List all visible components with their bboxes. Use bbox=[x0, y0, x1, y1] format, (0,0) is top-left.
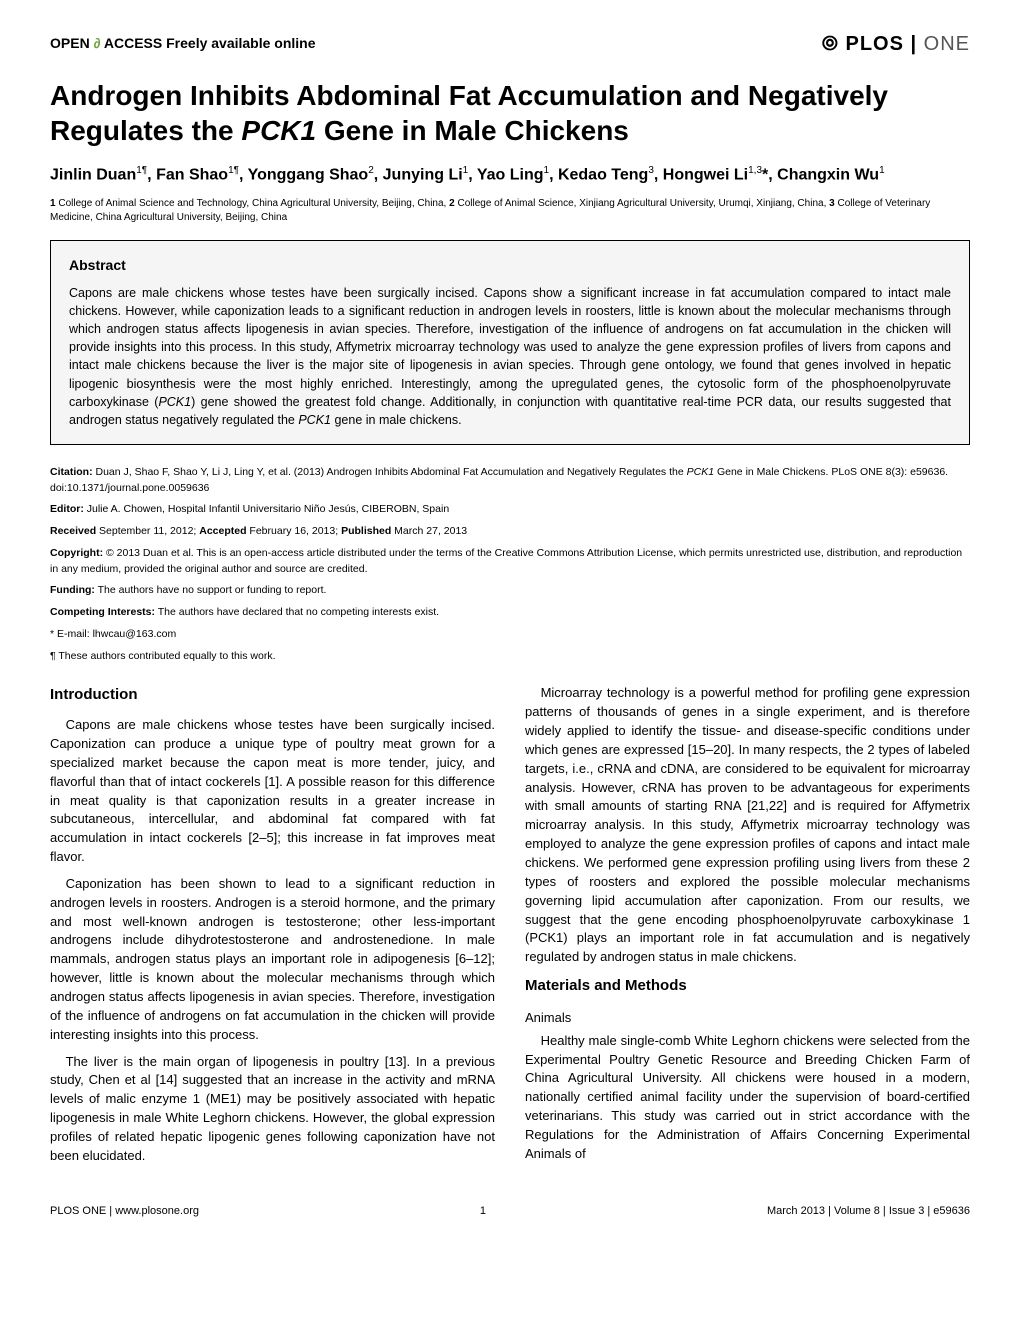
authors-line: Jinlin Duan1¶, Fan Shao1¶, Yonggang Shao… bbox=[50, 163, 970, 187]
email-row: * E-mail: lhwcau@163.com bbox=[50, 627, 970, 643]
journal-sep: | bbox=[904, 33, 924, 55]
competing-text: The authors have declared that no compet… bbox=[155, 606, 439, 618]
copyright-label: Copyright: bbox=[50, 547, 103, 559]
footer-left: PLOS ONE | www.plosone.org bbox=[50, 1204, 199, 1219]
copyright-row: Copyright: © 2013 Duan et al. This is an… bbox=[50, 546, 970, 578]
title-gene: PCK1 bbox=[241, 115, 316, 146]
accepted-text: February 16, 2013; bbox=[247, 525, 342, 537]
journal-plos: PLOS bbox=[845, 33, 903, 55]
journal-logo: ⦾ PLOS | ONE bbox=[822, 30, 970, 58]
abstract-mid: ) gene showed the greatest fold change. … bbox=[69, 395, 951, 427]
oa-word: ACCESS bbox=[104, 35, 162, 51]
footer-row: PLOS ONE | www.plosone.org 1 March 2013 … bbox=[50, 1204, 970, 1219]
affiliations: 1 College of Animal Science and Technolo… bbox=[50, 197, 970, 225]
abstract-text: Capons are male chickens whose testes ha… bbox=[69, 284, 951, 429]
abstract-post: gene in male chickens. bbox=[331, 413, 462, 427]
logo-ring-icon: ⦾ bbox=[822, 33, 846, 55]
competing-row: Competing Interests: The authors have de… bbox=[50, 605, 970, 621]
copyright-text: © 2013 Duan et al. This is an open-acces… bbox=[50, 547, 962, 575]
oa-prefix: OPEN bbox=[50, 35, 90, 51]
intro-p2: Caponization has been shown to lead to a… bbox=[50, 875, 495, 1045]
right-p2: Healthy male single-comb White Leghorn c… bbox=[525, 1032, 970, 1164]
accepted-label: Accepted bbox=[199, 525, 246, 537]
right-column: Microarray technology is a powerful meth… bbox=[525, 684, 970, 1173]
funding-text: The authors have no support or funding t… bbox=[95, 584, 327, 596]
abstract-pre: Capons are male chickens whose testes ha… bbox=[69, 286, 951, 409]
received-text: September 11, 2012; bbox=[96, 525, 199, 537]
journal-one: ONE bbox=[924, 33, 970, 55]
abstract-gene2: PCK1 bbox=[298, 413, 331, 427]
abstract-box: Abstract Capons are male chickens whose … bbox=[50, 240, 970, 445]
intro-p3: The liver is the main organ of lipogenes… bbox=[50, 1053, 495, 1166]
abstract-heading: Abstract bbox=[69, 256, 951, 276]
citation-pre: Duan J, Shao F, Shao Y, Li J, Ling Y, et… bbox=[93, 466, 687, 478]
methods-heading: Materials and Methods bbox=[525, 975, 970, 997]
equal-contribution-row: ¶ These authors contributed equally to t… bbox=[50, 649, 970, 665]
editor-row: Editor: Julie A. Chowen, Hospital Infant… bbox=[50, 502, 970, 518]
body-columns: Introduction Capons are male chickens wh… bbox=[50, 684, 970, 1173]
funding-label: Funding: bbox=[50, 584, 95, 596]
open-access-badge: OPEN ∂ ACCESS Freely available online bbox=[50, 34, 316, 54]
citation-gene: PCK1 bbox=[687, 466, 714, 478]
header-row: OPEN ∂ ACCESS Freely available online ⦾ … bbox=[50, 30, 970, 58]
footer-right: March 2013 | Volume 8 | Issue 3 | e59636 bbox=[767, 1204, 970, 1219]
received-label: Received bbox=[50, 525, 96, 537]
editor-text: Julie A. Chowen, Hospital Infantil Unive… bbox=[84, 503, 449, 515]
published-text: March 27, 2013 bbox=[391, 525, 467, 537]
published-label: Published bbox=[341, 525, 391, 537]
intro-p1: Capons are male chickens whose testes ha… bbox=[50, 716, 495, 867]
article-title: Androgen Inhibits Abdominal Fat Accumula… bbox=[50, 78, 970, 148]
introduction-heading: Introduction bbox=[50, 684, 495, 706]
animals-subheading: Animals bbox=[525, 1009, 970, 1028]
funding-row: Funding: The authors have no support or … bbox=[50, 583, 970, 599]
citation-row: Citation: Duan J, Shao F, Shao Y, Li J, … bbox=[50, 465, 970, 497]
footer-page-number: 1 bbox=[480, 1204, 486, 1219]
right-p1: Microarray technology is a powerful meth… bbox=[525, 684, 970, 967]
competing-label: Competing Interests: bbox=[50, 606, 155, 618]
left-column: Introduction Capons are male chickens wh… bbox=[50, 684, 495, 1173]
dates-row: Received September 11, 2012; Accepted Fe… bbox=[50, 524, 970, 540]
citation-label: Citation: bbox=[50, 466, 93, 478]
editor-label: Editor: bbox=[50, 503, 84, 515]
meta-block: Citation: Duan J, Shao F, Shao Y, Li J, … bbox=[50, 465, 970, 665]
oa-symbol: ∂ bbox=[90, 35, 104, 51]
oa-sub: Freely available online bbox=[162, 35, 315, 51]
title-post: Gene in Male Chickens bbox=[316, 115, 629, 146]
abstract-gene1: PCK1 bbox=[158, 395, 191, 409]
